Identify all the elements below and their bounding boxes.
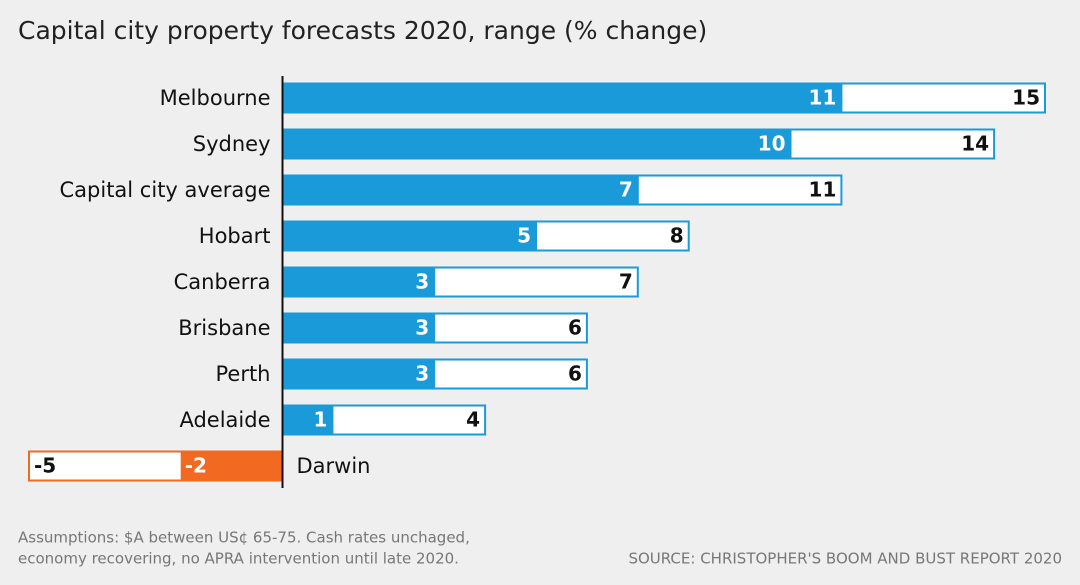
value-label: -5 bbox=[34, 454, 56, 478]
bar bbox=[282, 128, 792, 160]
bar bbox=[282, 174, 639, 206]
value-label: 4 bbox=[466, 408, 480, 432]
bar bbox=[282, 404, 334, 436]
value-label: 6 bbox=[568, 362, 582, 386]
source: SOURCE: CHRISTOPHER'S BOOM AND BUST REPO… bbox=[628, 550, 1062, 568]
bar bbox=[282, 82, 843, 114]
category-label: Melbourne bbox=[160, 86, 271, 110]
value-label: 11 bbox=[809, 178, 837, 202]
value-label: 15 bbox=[1012, 86, 1040, 110]
category-label: Perth bbox=[215, 362, 270, 386]
category-label: Brisbane bbox=[178, 316, 270, 340]
value-label: 8 bbox=[670, 224, 684, 248]
category-label: Darwin bbox=[297, 454, 371, 478]
value-label: 7 bbox=[619, 270, 633, 294]
value-label: 10 bbox=[758, 132, 786, 156]
value-label: 3 bbox=[415, 316, 429, 340]
chart-title: Capital city property forecasts 2020, ra… bbox=[18, 16, 707, 45]
bar bbox=[282, 358, 436, 390]
bar bbox=[282, 266, 436, 298]
bar bbox=[180, 450, 283, 482]
value-label: 7 bbox=[619, 178, 633, 202]
bar bbox=[282, 220, 537, 252]
value-label: 3 bbox=[415, 270, 429, 294]
note: Assumptions: $A between US¢ 65-75. Cash … bbox=[18, 529, 470, 547]
note: economy recovering, no APRA intervention… bbox=[18, 550, 459, 568]
category-label: Capital city average bbox=[60, 178, 271, 202]
value-label: 14 bbox=[961, 132, 989, 156]
value-label: 11 bbox=[809, 86, 837, 110]
value-label: 6 bbox=[568, 316, 582, 340]
category-label: Adelaide bbox=[179, 408, 270, 432]
value-label: 3 bbox=[415, 362, 429, 386]
bar bbox=[282, 312, 436, 344]
category-label: Canberra bbox=[174, 270, 271, 294]
value-label: 5 bbox=[517, 224, 531, 248]
category-label: Sydney bbox=[193, 132, 271, 156]
value-label: 1 bbox=[313, 408, 327, 432]
category-label: Hobart bbox=[199, 224, 271, 248]
value-label: -2 bbox=[185, 454, 207, 478]
